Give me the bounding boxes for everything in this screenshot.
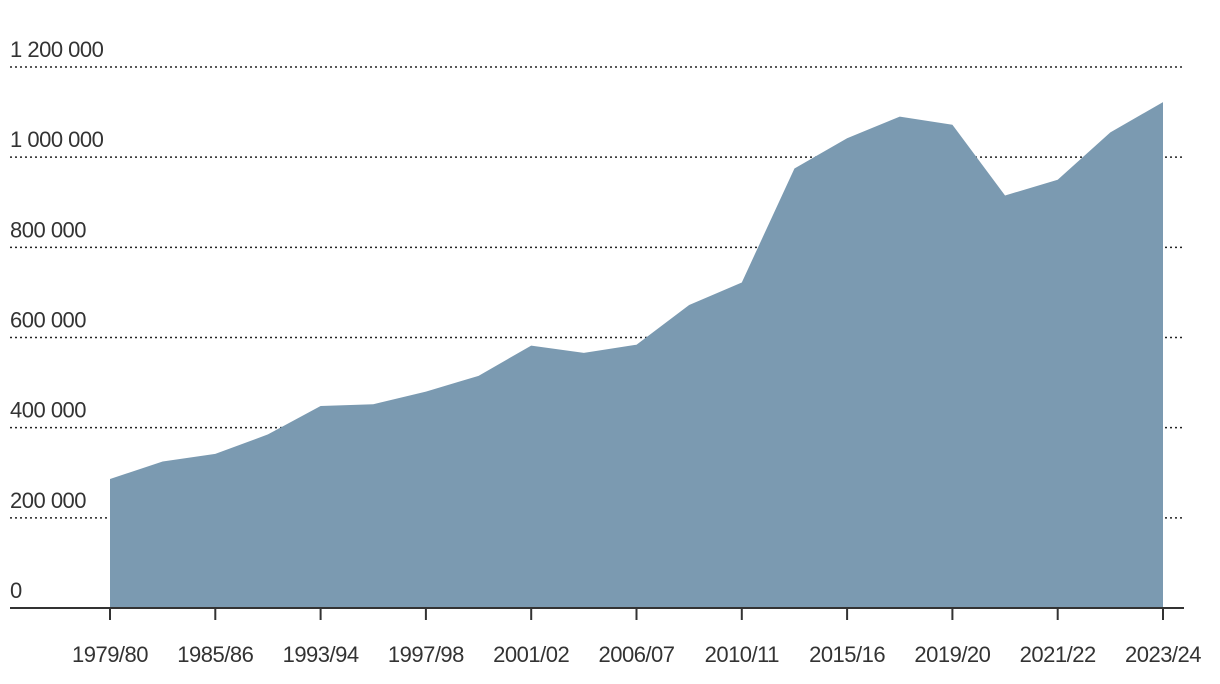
area-layer [110, 102, 1163, 608]
x-tick-label: 2015/16 [809, 642, 885, 667]
y-tick-label: 800 000 [10, 217, 86, 242]
y-tick-labels: 0 200 000 400 000 600 000 800 000 1 000 000 1 … [10, 37, 104, 603]
y-tick-label: 200 000 [10, 488, 86, 513]
y-tick-label: 1 200 000 [10, 37, 104, 62]
x-tick-labels: 1979/80 1985/86 1993/94 1997/98 2001/02 2006/… [72, 642, 1202, 667]
x-axis [10, 607, 1184, 620]
x-tick-label: 1993/94 [283, 642, 359, 667]
x-tick-label: 2010/11 [705, 642, 780, 667]
y-tick-label: 1 000 000 [10, 127, 104, 152]
x-tick-label: 1985/86 [177, 642, 253, 667]
x-tick-label: 2021/22 [1020, 642, 1096, 667]
y-tick-label: 400 000 [10, 398, 86, 423]
x-tick-label: 2019/20 [914, 642, 990, 667]
y-tick-label: 0 [10, 578, 22, 603]
x-tick-label: 1997/98 [388, 642, 464, 667]
area-series [110, 102, 1163, 608]
x-tick-label: 2001/02 [493, 642, 569, 667]
x-tick-label: 2023/24 [1125, 642, 1201, 667]
x-tick-label: 2006/07 [598, 642, 674, 667]
x-tick-label: 1979/80 [72, 642, 148, 667]
y-tick-label: 600 000 [10, 308, 86, 333]
